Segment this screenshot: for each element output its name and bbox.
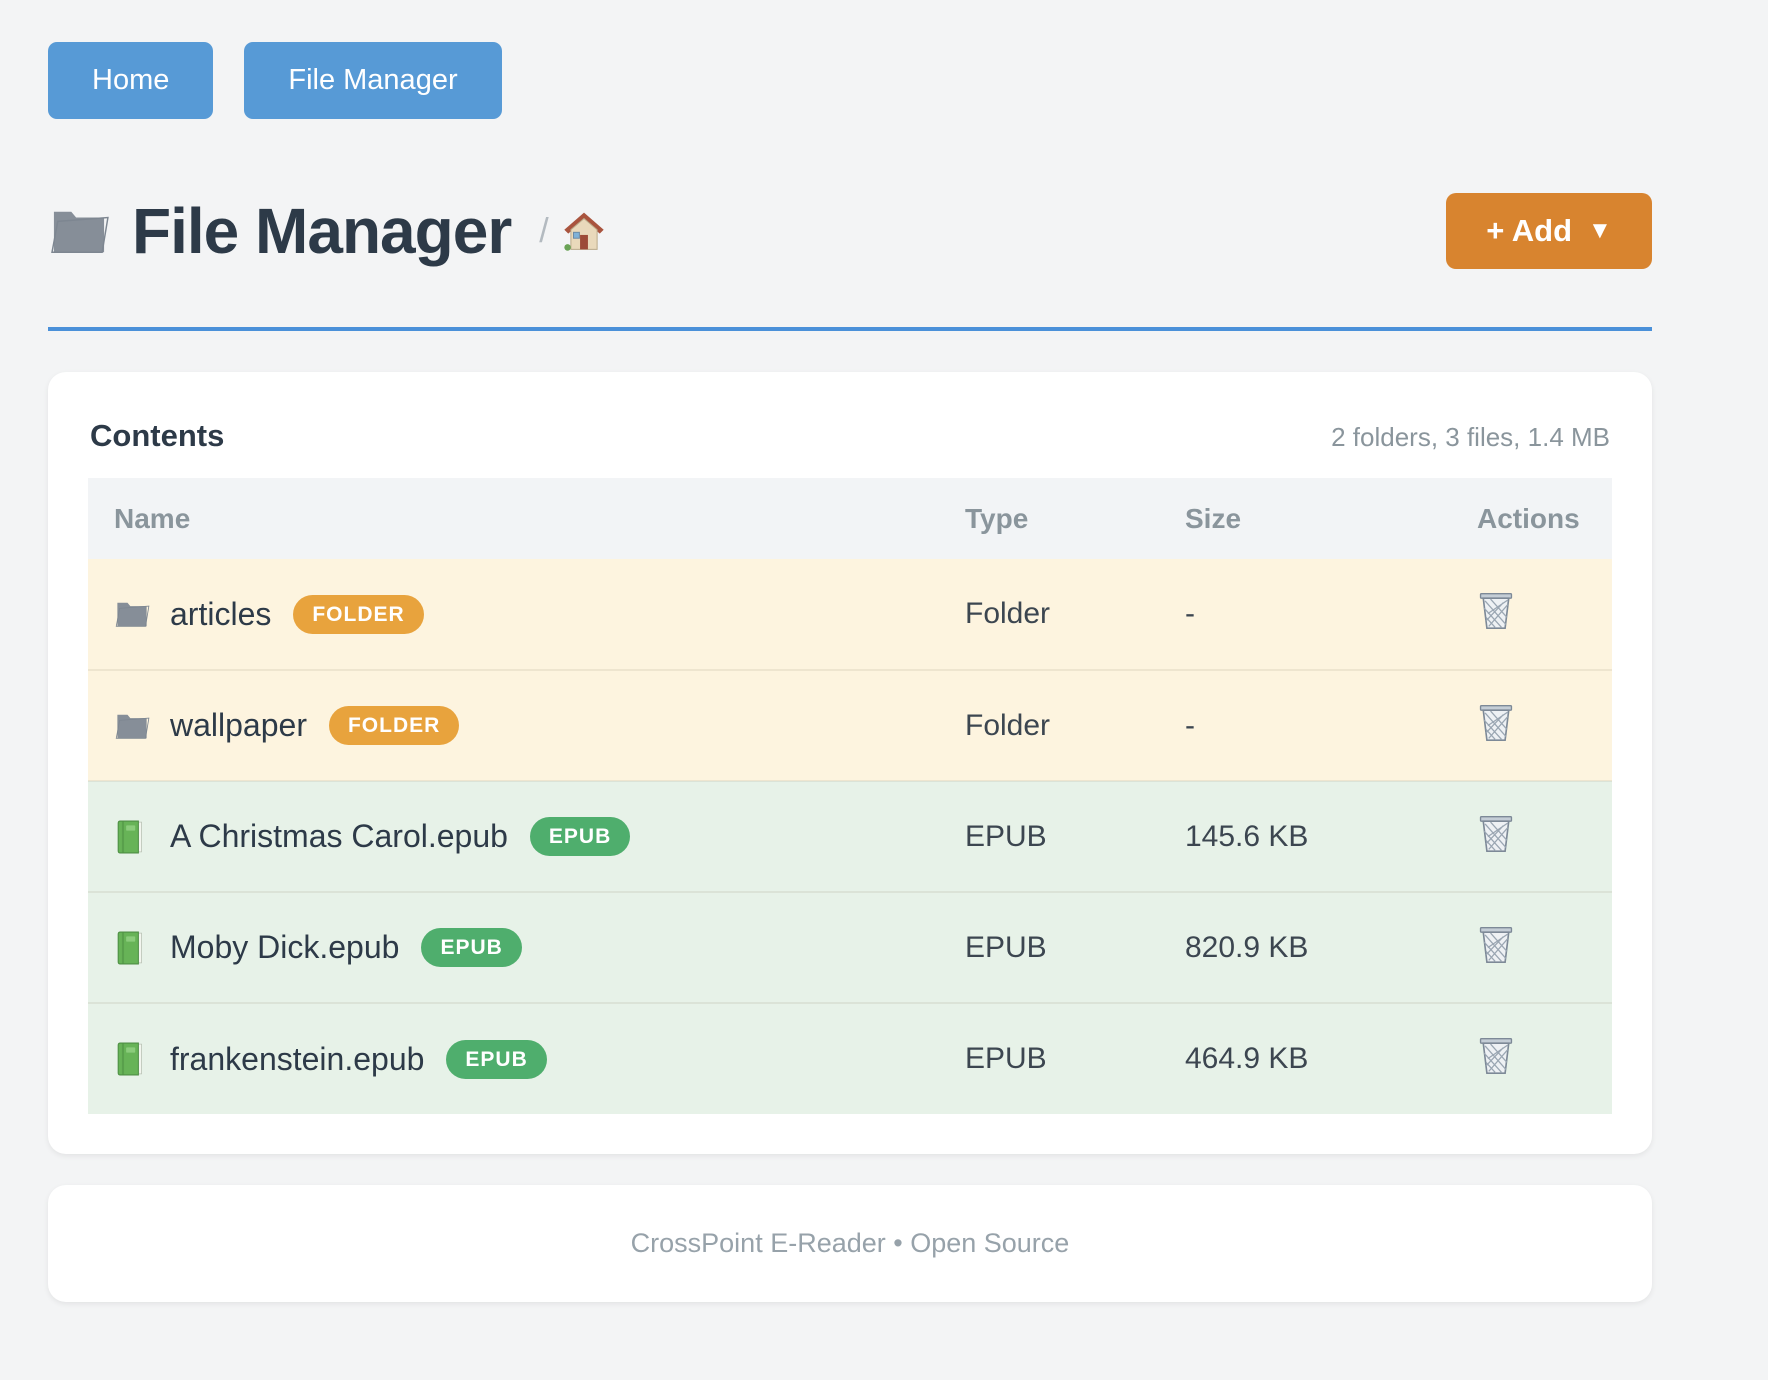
cell-size: 464.9 KB — [1185, 1042, 1309, 1075]
file-name[interactable]: Moby Dick.epub — [170, 929, 400, 965]
cell-size: - — [1185, 597, 1195, 630]
contents-summary: 2 folders, 3 files, 1.4 MB — [1331, 422, 1610, 452]
type-badge: EPUB — [446, 1039, 547, 1079]
type-badge: EPUB — [421, 928, 522, 967]
cell-type: EPUB — [965, 1042, 1047, 1075]
type-badge: FOLDER — [328, 706, 460, 745]
book-icon — [114, 931, 150, 965]
table-row: frankenstein.epub EPUB EPUB 464.9 KB — [88, 1003, 1612, 1114]
footer-text: CrossPoint E-Reader • Open Source — [630, 1228, 1070, 1258]
cell-type: Folder — [965, 597, 1051, 630]
folder-icon — [114, 597, 150, 631]
top-nav: Home File Manager — [48, 0, 1652, 119]
breadcrumb-separator: / — [539, 211, 549, 250]
table-row: Moby Dick.epub EPUB EPUB 820.9 KB — [88, 892, 1612, 1003]
cell-type: Folder — [965, 708, 1051, 742]
contents-header: Contents 2 folders, 3 files, 1.4 MB — [88, 412, 1612, 454]
title-divider — [48, 327, 1652, 331]
trash-icon[interactable] — [1477, 590, 1515, 630]
column-header-size: Size — [1159, 478, 1399, 559]
cell-type: EPUB — [965, 819, 1047, 853]
chevron-down-icon: ▼ — [1588, 217, 1612, 244]
add-button[interactable]: + Add ▼ — [1446, 193, 1652, 269]
table-body: articles FOLDER Folder - wallpaper FOLDE… — [88, 559, 1612, 1114]
cell-size: 820.9 KB — [1185, 930, 1309, 964]
cell-size: 145.6 KB — [1185, 819, 1309, 853]
table-header-row: Name Type Size Actions — [88, 478, 1612, 559]
cell-size: - — [1185, 708, 1195, 742]
trash-icon[interactable] — [1477, 813, 1515, 853]
file-name[interactable]: frankenstein.epub — [170, 1040, 425, 1077]
table-row: articles FOLDER Folder - — [88, 559, 1612, 670]
type-badge: FOLDER — [293, 594, 424, 634]
file-name[interactable]: A Christmas Carol.epub — [170, 818, 508, 854]
nav-button-home[interactable]: Home — [48, 42, 214, 119]
table-row: wallpaper FOLDER Folder - — [88, 670, 1612, 781]
nav-button-file-manager[interactable]: File Manager — [244, 42, 502, 119]
page-title: File Manager — [132, 195, 512, 267]
file-table: Name Type Size Actions articles FOLDER F… — [88, 478, 1612, 1114]
footer-card: CrossPoint E-Reader • Open Source — [48, 1185, 1652, 1302]
column-header-name: Name — [88, 478, 939, 559]
folder-icon — [48, 204, 110, 258]
book-icon — [114, 820, 150, 854]
type-badge: EPUB — [529, 817, 631, 856]
table-row: A Christmas Carol.epub EPUB EPUB 145.6 K… — [88, 781, 1612, 892]
trash-icon[interactable] — [1477, 1035, 1515, 1075]
cell-type: EPUB — [965, 930, 1047, 964]
page-container: Home File Manager File Manager / + Add ▼… — [48, 0, 1652, 1302]
book-icon — [114, 1042, 150, 1076]
contents-heading: Contents — [90, 418, 225, 453]
folder-icon — [114, 709, 150, 743]
trash-icon[interactable] — [1477, 702, 1515, 742]
contents-card: Contents 2 folders, 3 files, 1.4 MB Name… — [48, 372, 1652, 1154]
add-button-label: + Add — [1486, 213, 1573, 248]
house-icon[interactable] — [563, 211, 605, 251]
file-name[interactable]: wallpaper — [170, 707, 307, 743]
file-name[interactable]: articles — [170, 595, 272, 632]
trash-icon[interactable] — [1477, 924, 1515, 964]
column-header-type: Type — [939, 478, 1159, 559]
column-header-actions: Actions — [1399, 478, 1612, 559]
page-header: File Manager / + Add ▼ — [48, 191, 1652, 271]
